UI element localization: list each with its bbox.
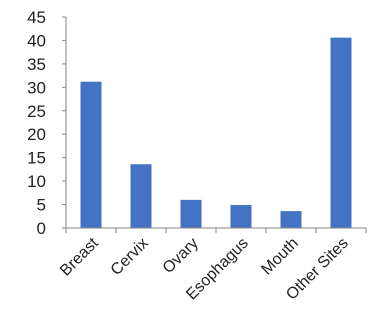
y-tick-label: 40 bbox=[27, 31, 46, 50]
bar bbox=[330, 37, 352, 229]
y-tick-label: 0 bbox=[37, 219, 46, 238]
y-tick-label: 20 bbox=[27, 125, 46, 144]
y-tick-label: 25 bbox=[27, 102, 46, 121]
bars bbox=[80, 37, 352, 229]
y-tick-label: 30 bbox=[27, 78, 46, 97]
bar bbox=[80, 81, 102, 228]
x-tick-label: Breast bbox=[57, 234, 102, 279]
y-tick-label: 15 bbox=[27, 149, 46, 168]
x-tick-label: Mouth bbox=[258, 235, 301, 278]
bar bbox=[280, 211, 302, 228]
axes bbox=[62, 16, 367, 233]
bar bbox=[180, 199, 202, 228]
bar bbox=[130, 164, 152, 228]
y-tick-label: 35 bbox=[27, 55, 46, 74]
bar bbox=[230, 205, 252, 228]
y-tick-label: 45 bbox=[27, 8, 46, 27]
y-tick-label: 10 bbox=[27, 172, 46, 191]
y-axis-ticks: 0 5 10 15 20 25 30 35 40 45 bbox=[27, 8, 46, 238]
x-tick-label: Cervix bbox=[108, 235, 152, 279]
y-tick-label: 5 bbox=[37, 196, 46, 215]
x-tick-label: Ovary bbox=[160, 235, 202, 277]
